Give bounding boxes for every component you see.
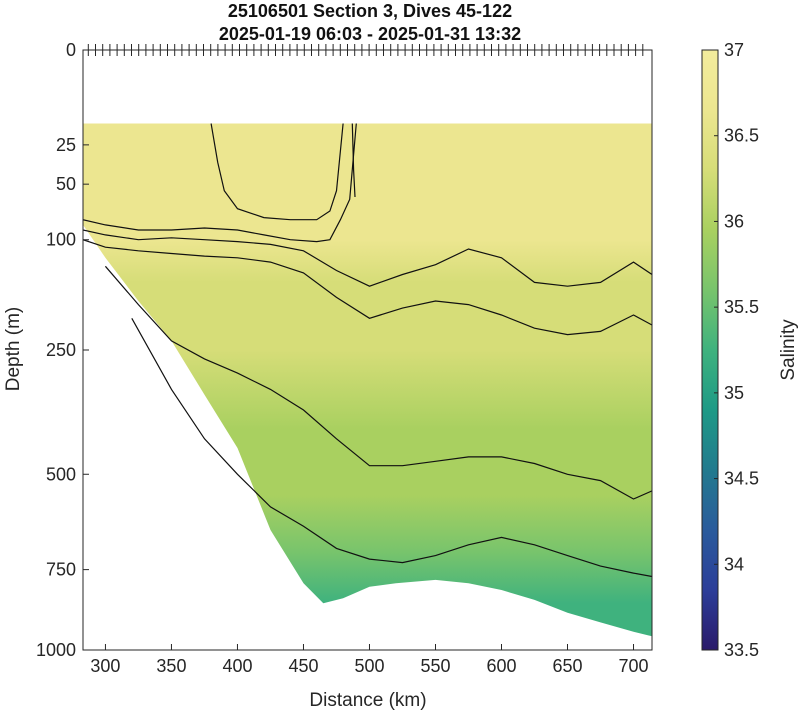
colorbar-tick-label: 36.5 [724,126,759,146]
y-axis-ticks: 0 25 50 100 250 500 750 1000 [36,40,89,660]
y-tick-label: 25 [56,135,76,155]
x-axis-label: Distance (km) [309,690,426,711]
x-tick-label: 650 [552,656,582,676]
y-tick-label: 750 [46,560,76,580]
x-tick-label: 500 [354,656,384,676]
y-tick-label: 250 [46,340,76,360]
colorbar-tick-label: 34.5 [724,469,759,489]
contour-line-3 [83,229,652,287]
x-tick-label: 700 [618,656,648,676]
y-tick-label: 1000 [36,640,76,660]
contour-line-0 [210,123,344,221]
contour-line-1 [351,123,356,198]
contour-lines [83,123,652,578]
contour-line-6 [131,318,652,578]
chart-title: 25106501 Section 3, Dives 45-122 [228,1,512,21]
plot-area: 300 350 400 450 500 550 600 650 700 0 25 50 100 250 5… [36,40,653,676]
x-tick-label: 350 [156,656,186,676]
y-tick-label: 100 [46,230,76,250]
x-tick-label: 600 [486,656,516,676]
x-tick-label: 400 [222,656,252,676]
contour-line-4 [83,239,652,336]
y-tick-label: 50 [56,174,76,194]
x-tick-label: 450 [288,656,318,676]
colorbar-tick-label: 37 [724,40,744,60]
colorbar-tick-label: 36 [724,211,744,231]
y-axis-label: Depth (m) [3,307,24,391]
contour-line-5 [104,265,652,500]
y-tick-label: 0 [66,40,76,60]
colorbar-tick-label: 35 [724,383,744,403]
salinity-field [83,123,652,637]
chart-subtitle: 2025-01-19 06:03 - 2025-01-31 13:32 [219,24,521,44]
colorbar-tick-label: 33.5 [724,640,759,660]
x-tick-label: 300 [90,656,120,676]
colorbar-label: Salinity [778,319,799,381]
colorbar: 33.5 34 34.5 35 35.5 36 36.5 37 [701,40,759,660]
y-tick-label: 500 [46,464,76,484]
colorbar-tick-label: 35.5 [724,297,759,317]
x-axis-ticks: 300 350 400 450 500 550 600 650 700 [90,644,649,676]
dive-tick-marks [87,44,644,56]
x-tick-label: 550 [420,656,450,676]
colorbar-ticks: 33.5 34 34.5 35 35.5 36 36.5 37 [714,40,759,660]
contour-line-2 [83,123,357,243]
colorbar-scale [701,49,719,651]
colorbar-tick-label: 34 [724,554,744,574]
